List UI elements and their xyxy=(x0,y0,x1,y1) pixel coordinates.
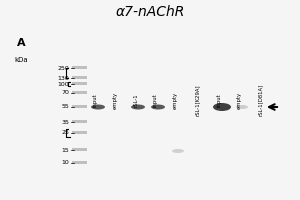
Text: 10: 10 xyxy=(61,160,69,166)
Bar xyxy=(72,76,87,79)
Text: A: A xyxy=(17,38,26,48)
Bar xyxy=(72,66,87,69)
Bar xyxy=(72,105,87,108)
Text: 250: 250 xyxy=(57,66,69,71)
Ellipse shape xyxy=(236,105,248,109)
Text: α7-nAChR: α7-nAChR xyxy=(115,5,185,19)
Text: 55: 55 xyxy=(61,104,69,110)
Bar xyxy=(72,161,87,164)
Ellipse shape xyxy=(131,104,145,110)
Text: rSL-1: rSL-1 xyxy=(133,93,138,107)
Bar xyxy=(72,120,87,123)
Text: 25: 25 xyxy=(61,130,69,136)
Text: rSL-1[D81A]: rSL-1[D81A] xyxy=(258,84,263,116)
Text: empty: empty xyxy=(237,91,242,109)
Bar xyxy=(72,91,87,94)
Text: kDa: kDa xyxy=(14,57,28,63)
Ellipse shape xyxy=(91,104,105,110)
Ellipse shape xyxy=(151,104,165,110)
Text: empty: empty xyxy=(173,91,178,109)
Text: input: input xyxy=(153,93,158,107)
Text: 70: 70 xyxy=(61,90,69,96)
Bar xyxy=(72,82,87,85)
Text: 100: 100 xyxy=(57,82,69,86)
Text: empty: empty xyxy=(113,91,118,109)
Text: 35: 35 xyxy=(61,119,69,124)
Text: rSL-1[K29A]: rSL-1[K29A] xyxy=(195,84,200,116)
Bar xyxy=(72,148,87,151)
Text: input: input xyxy=(93,93,98,107)
Text: 15: 15 xyxy=(61,148,69,152)
Bar xyxy=(72,131,87,134)
Ellipse shape xyxy=(172,149,184,153)
Ellipse shape xyxy=(213,103,231,111)
Text: 130: 130 xyxy=(57,75,69,80)
Text: input: input xyxy=(217,93,222,107)
